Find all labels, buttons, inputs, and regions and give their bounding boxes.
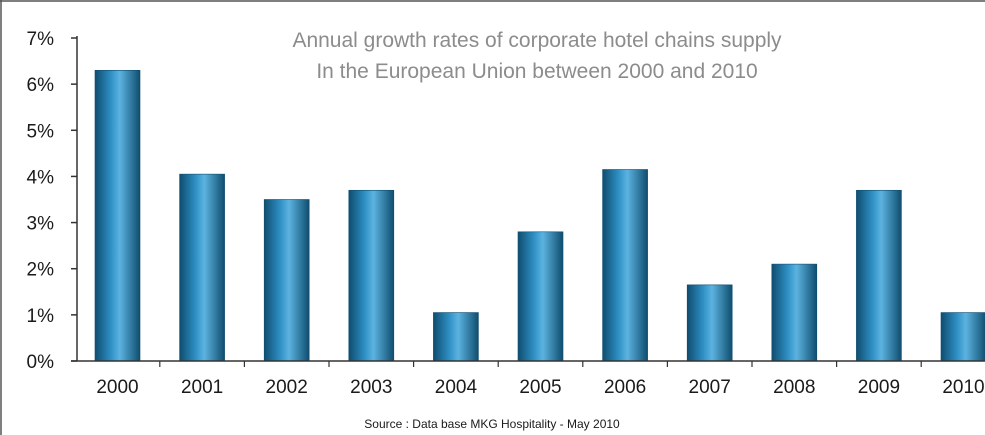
bar-2006 [602, 169, 648, 362]
x-tick-label: 2003 [350, 377, 392, 398]
bar-2001 [179, 173, 225, 362]
x-tick-label: 2000 [96, 377, 138, 398]
bars-layer [94, 70, 985, 362]
y-tick-label: 1% [27, 306, 55, 327]
x-tick-label: 2007 [689, 377, 731, 398]
x-tick-label: 2008 [773, 377, 815, 398]
x-tick-label: 2010 [942, 377, 984, 398]
bar-2002 [263, 199, 310, 362]
x-tick-labels: 2000 2001 2002 2003 2004 2005 2006 2007 2008 2009… [96, 377, 984, 398]
y-tick-label: 0% [27, 352, 55, 373]
x-tick-label: 2006 [604, 377, 646, 398]
bar-2007 [686, 284, 733, 362]
bar-2004 [433, 312, 479, 362]
axes-layer [71, 36, 985, 367]
x-tick-label: 2005 [519, 377, 561, 398]
x-tick-label: 2009 [858, 377, 900, 398]
y-tick-label: 3% [27, 214, 55, 235]
x-tick-label: 2004 [435, 377, 478, 398]
y-tick-labels: 0% 1% 2% 3% 4% 5% 6% 7% [27, 29, 55, 373]
bar-2009 [856, 189, 902, 362]
x-tick-label: 2002 [266, 377, 308, 398]
y-tick-label: 6% [27, 75, 55, 96]
bar-2008 [771, 263, 818, 362]
bar-2000 [94, 70, 141, 362]
chart-title-line-2: In the European Union between 2000 and 2… [316, 60, 757, 83]
y-tick-label: 5% [27, 121, 55, 142]
y-tick-label: 4% [27, 167, 55, 188]
bar-2005 [517, 231, 564, 362]
bar-2003 [348, 189, 395, 362]
y-tick-label: 2% [27, 260, 55, 281]
chart-title-line-1: Annual growth rates of corporate hotel c… [292, 29, 782, 52]
source-note: Source : Data base MKG Hospitality - May… [364, 417, 620, 431]
y-tick-label: 7% [27, 29, 55, 50]
x-tick-label: 2001 [181, 377, 223, 398]
bar-2010 [940, 312, 985, 362]
